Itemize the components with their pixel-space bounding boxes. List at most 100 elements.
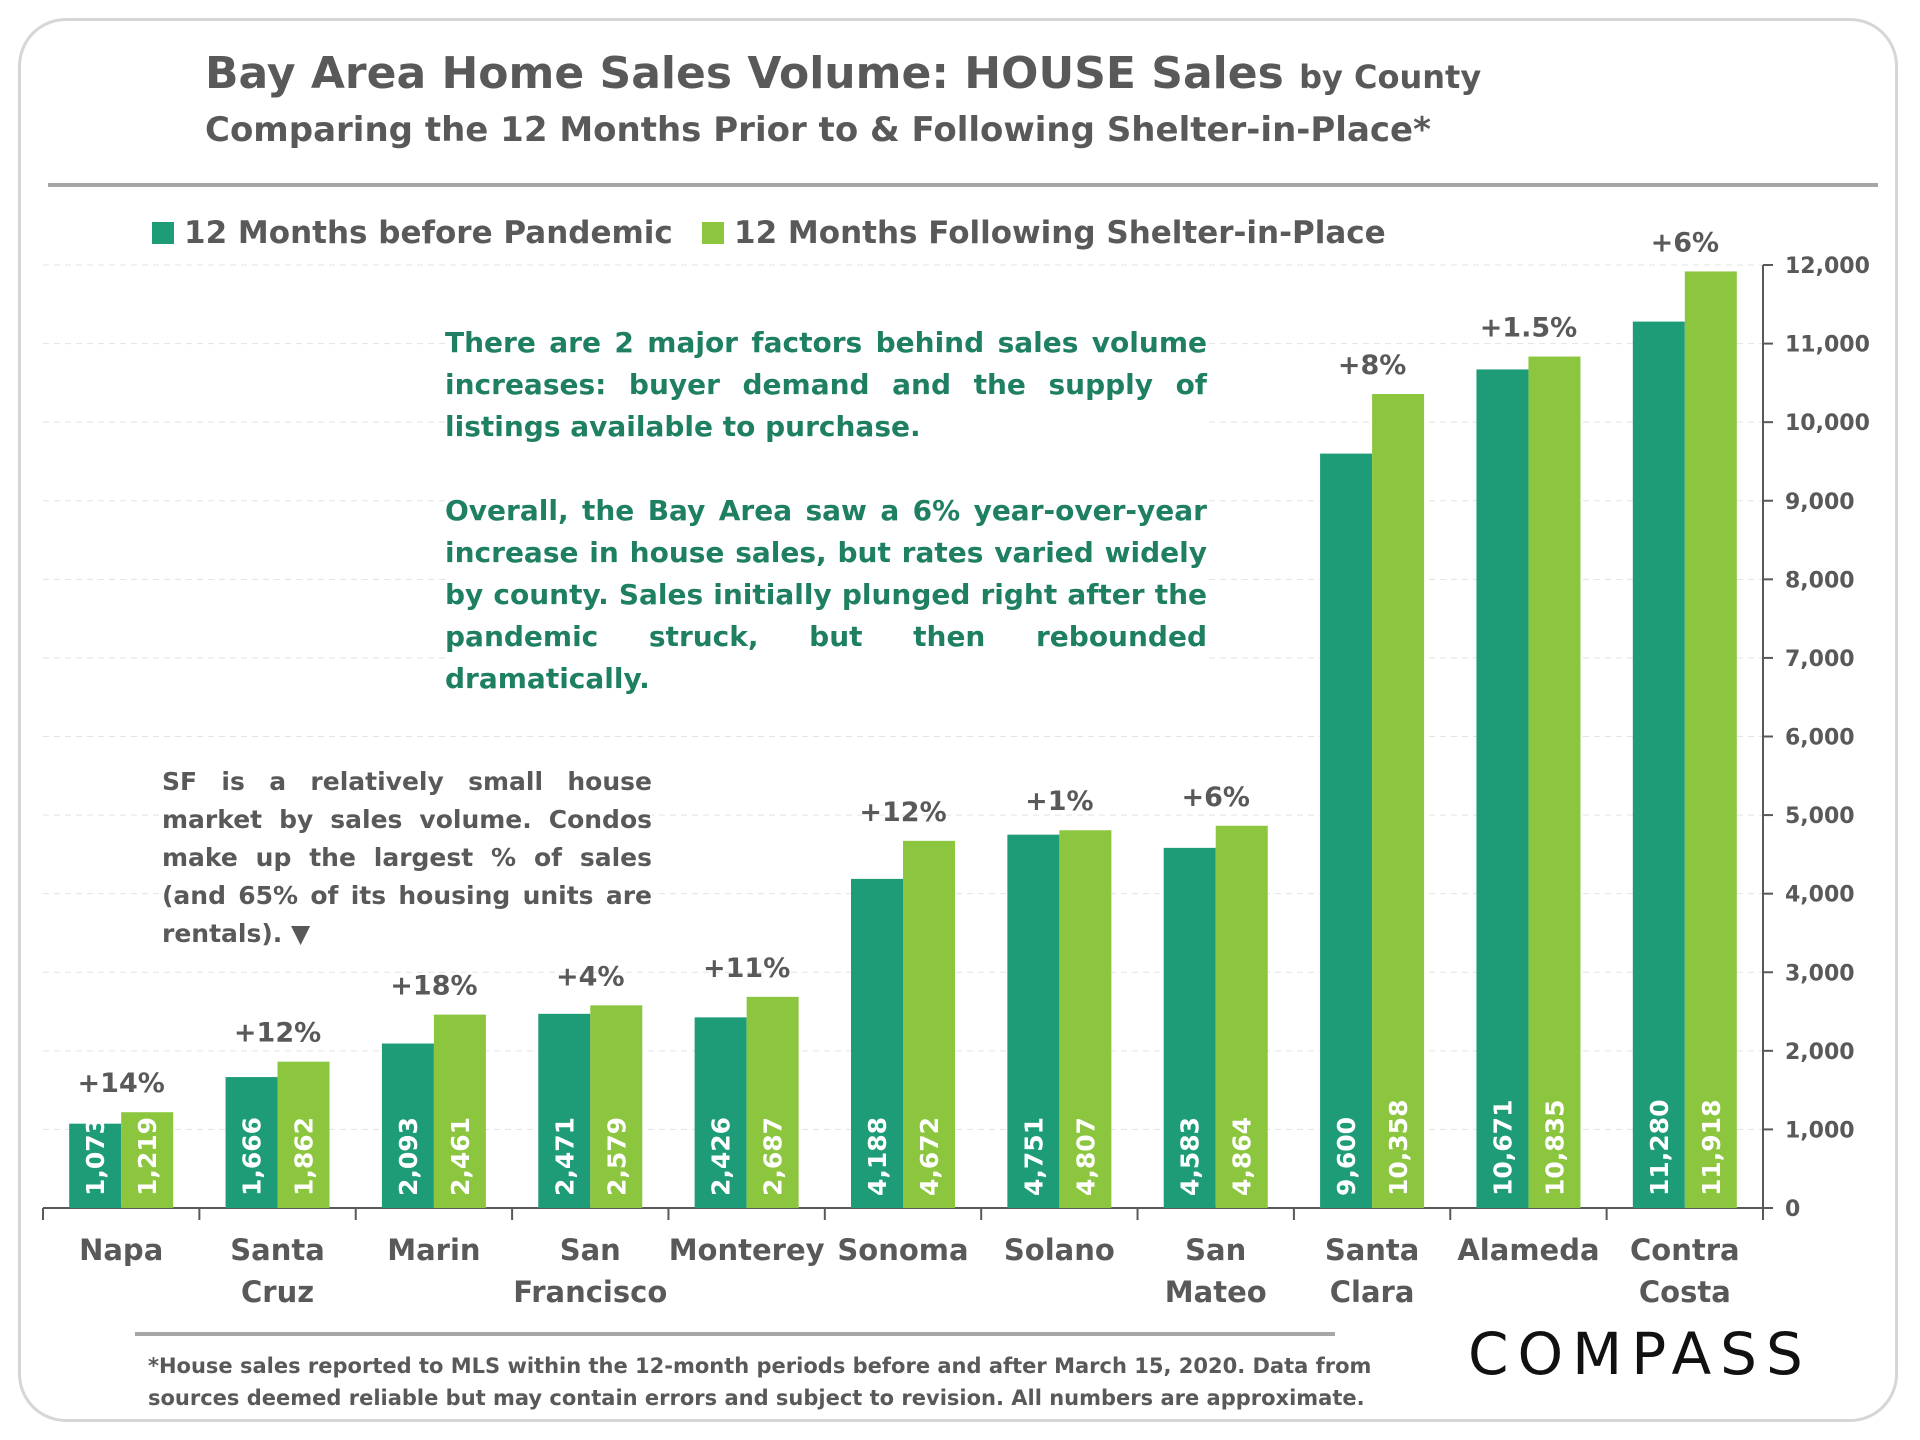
chart-subtitle: Comparing the 12 Months Prior to & Follo…: [205, 110, 1431, 150]
x-category-label: Monterey: [669, 1233, 825, 1267]
bar-after: [1372, 394, 1425, 1209]
chart-title-suffix: by County: [1299, 58, 1482, 96]
x-category-label: Costa: [1639, 1275, 1731, 1309]
value-label-before: 4,188: [863, 1117, 892, 1196]
chart-title: Bay Area Home Sales Volume: HOUSE Sales …: [205, 48, 1482, 99]
bar-after: [1059, 830, 1112, 1208]
y-tick-label: 7,000: [1785, 647, 1855, 672]
bar-before: [225, 1077, 278, 1208]
bar-before: [1007, 834, 1060, 1208]
x-category-label: Napa: [79, 1233, 163, 1267]
value-label-before: 1,666: [238, 1117, 267, 1196]
change-label: +1%: [1025, 786, 1093, 817]
change-label: +14%: [78, 1068, 165, 1099]
bar-before: [1632, 321, 1685, 1209]
x-category-label: Marin: [387, 1233, 480, 1267]
x-category-label: San: [560, 1233, 621, 1267]
value-label-after: 4,864: [1228, 1117, 1257, 1196]
value-label-after: 1,219: [133, 1117, 162, 1196]
compass-logo: COMPASS: [1468, 1320, 1812, 1388]
bar-after: [746, 996, 799, 1208]
footnote-divider: [135, 1332, 1335, 1336]
title-divider: [48, 183, 1878, 187]
y-tick-label: 4,000: [1785, 883, 1855, 908]
bar-before: [1476, 369, 1529, 1208]
change-label: +6%: [1651, 227, 1719, 258]
bar-before: [381, 1043, 434, 1208]
sf-annotation: SF is a relatively small house market by…: [162, 763, 652, 953]
bar-after: [277, 1061, 330, 1208]
y-tick-label: 8,000: [1785, 568, 1855, 593]
x-category-label: Alameda: [1457, 1233, 1599, 1267]
value-label-after: 10,835: [1540, 1100, 1569, 1196]
footnote: *House sales reported to MLS within the …: [148, 1350, 1371, 1414]
y-tick-label: 9,000: [1785, 490, 1855, 515]
bar-before: [694, 1017, 747, 1208]
x-category-label: Francisco: [513, 1275, 667, 1309]
change-label: +12%: [859, 797, 946, 828]
bar-before: [851, 878, 903, 1208]
y-tick-label: 1,000: [1785, 1118, 1855, 1143]
bar-after: [1528, 356, 1581, 1209]
y-tick-label: 3,000: [1785, 961, 1855, 986]
footnote-line-2: sources deemed reliable but may contain …: [148, 1386, 1365, 1410]
bar-after: [121, 1112, 174, 1208]
y-tick-label: 10,000: [1785, 411, 1870, 436]
value-label-before: 2,093: [394, 1117, 423, 1196]
value-label-after: 10,358: [1384, 1100, 1413, 1196]
legend-label-after: 12 Months Following Shelter-in-Place: [734, 215, 1386, 251]
change-label: +18%: [390, 971, 477, 1002]
change-label: +6%: [1181, 782, 1249, 813]
legend-swatch-after: [702, 222, 724, 244]
legend-swatch-before: [152, 222, 174, 244]
change-label: +1.5%: [1480, 313, 1578, 344]
chart-frame: [18, 18, 1898, 1422]
y-tick-label: 11,000: [1785, 333, 1870, 358]
bar-after: [903, 840, 955, 1208]
bar-after: [590, 1005, 643, 1208]
value-label-after: 2,579: [602, 1117, 631, 1196]
factors-annotation: There are 2 major factors behind sales v…: [445, 322, 1207, 700]
value-label-before: 4,583: [1176, 1117, 1205, 1196]
footnote-line-1: *House sales reported to MLS within the …: [148, 1354, 1372, 1378]
x-category-label: Contra: [1630, 1233, 1740, 1267]
bar-before: [1320, 453, 1373, 1209]
bar-before: [69, 1123, 122, 1208]
value-label-before: 1,073: [81, 1117, 110, 1196]
value-label-after: 4,807: [1071, 1117, 1100, 1196]
legend-item-before: 12 Months before Pandemic: [152, 215, 673, 251]
y-tick-label: 6,000: [1785, 726, 1855, 751]
x-category-label: Solano: [1004, 1233, 1115, 1267]
y-tick-label: 12,000: [1785, 254, 1870, 279]
y-tick-label: 0: [1785, 1197, 1800, 1222]
value-label-after: 1,862: [290, 1117, 319, 1196]
x-category-label: Santa: [1325, 1233, 1420, 1267]
value-label-before: 2,426: [707, 1117, 736, 1196]
legend-label-before: 12 Months before Pandemic: [184, 215, 673, 251]
value-label-after: 4,672: [915, 1117, 944, 1196]
overall-note: Overall, the Bay Area saw a 6% year-over…: [445, 494, 1207, 695]
x-category-label: Clara: [1330, 1275, 1415, 1309]
x-category-label: Mateo: [1165, 1275, 1267, 1309]
legend-item-after: 12 Months Following Shelter-in-Place: [702, 215, 1386, 251]
value-label-after: 2,461: [446, 1117, 475, 1196]
value-label-after: 2,687: [759, 1117, 788, 1196]
x-category-label: Santa: [230, 1233, 325, 1267]
x-category-label: San: [1185, 1233, 1246, 1267]
value-label-after: 11,918: [1697, 1100, 1726, 1196]
x-category-label: Sonoma: [837, 1233, 968, 1267]
value-label-before: 10,671: [1488, 1100, 1517, 1196]
y-tick-label: 5,000: [1785, 804, 1855, 829]
factors-note: There are 2 major factors behind sales v…: [445, 326, 1207, 443]
change-label: +8%: [1338, 350, 1406, 381]
change-label: +4%: [556, 961, 624, 992]
change-label: +11%: [703, 953, 790, 984]
x-category-label: Cruz: [241, 1275, 314, 1309]
y-tick-label: 2,000: [1785, 1040, 1855, 1065]
change-label: +12%: [234, 1018, 321, 1049]
value-label-before: 2,471: [550, 1117, 579, 1196]
bar-after: [1684, 271, 1737, 1208]
bar-before: [538, 1013, 591, 1208]
value-label-before: 11,280: [1645, 1100, 1674, 1196]
